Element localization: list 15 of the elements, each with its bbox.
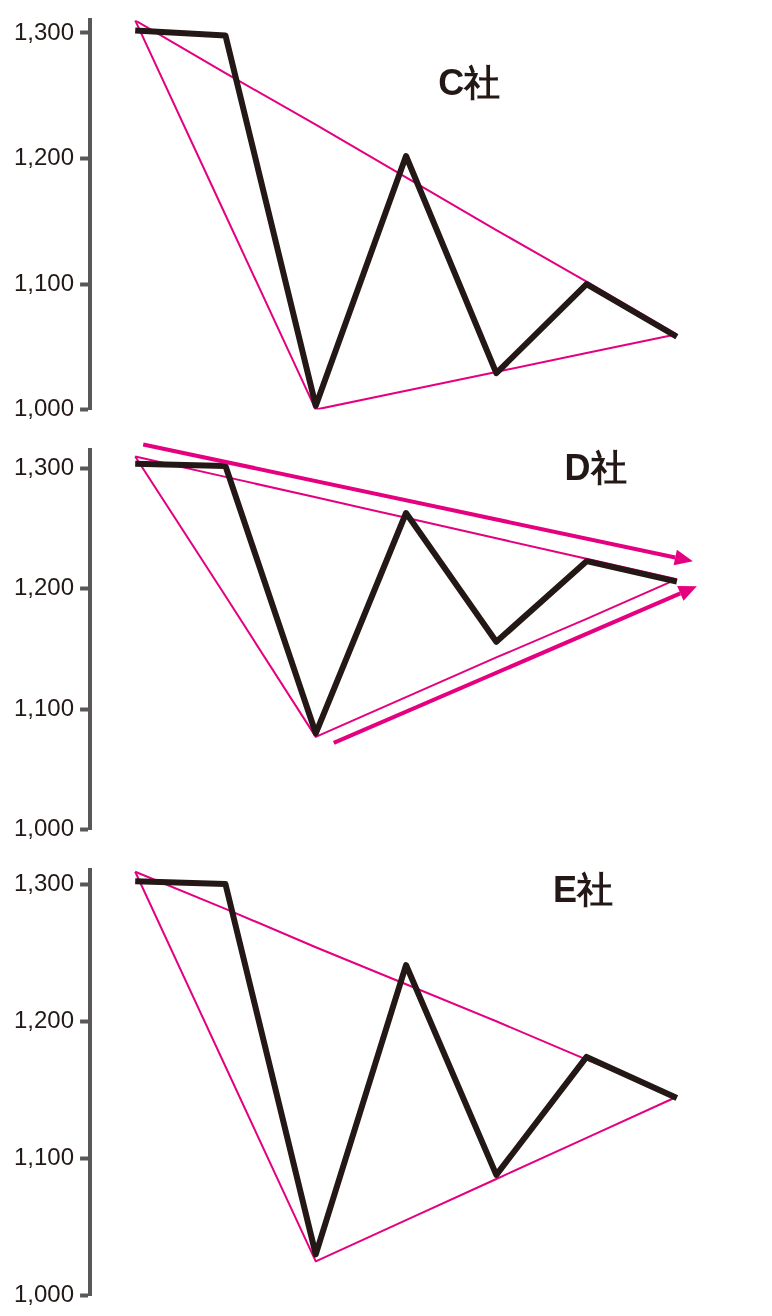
- y-tick-label: 1,200: [14, 143, 75, 171]
- y-tick-label: 1,300: [14, 868, 75, 896]
- y-tick-label: 1,200: [14, 573, 75, 601]
- y-tick-label: 1,100: [14, 268, 75, 296]
- y-tick-label: 1,300: [14, 453, 75, 481]
- y-tick-label: 1,000: [14, 814, 75, 842]
- y-tick-label: 1,100: [14, 693, 75, 721]
- y-tick-label: 1,000: [14, 394, 75, 422]
- text: C社: [438, 62, 501, 104]
- y-tick-label: 1,300: [14, 17, 75, 45]
- chart-title: E社: [552, 869, 613, 911]
- y-tick-label: 1,100: [14, 1143, 75, 1171]
- y-tick-label: 1,000: [14, 1280, 75, 1308]
- y-tick-label: 1,200: [14, 1005, 75, 1033]
- chart-title: D社: [564, 447, 627, 489]
